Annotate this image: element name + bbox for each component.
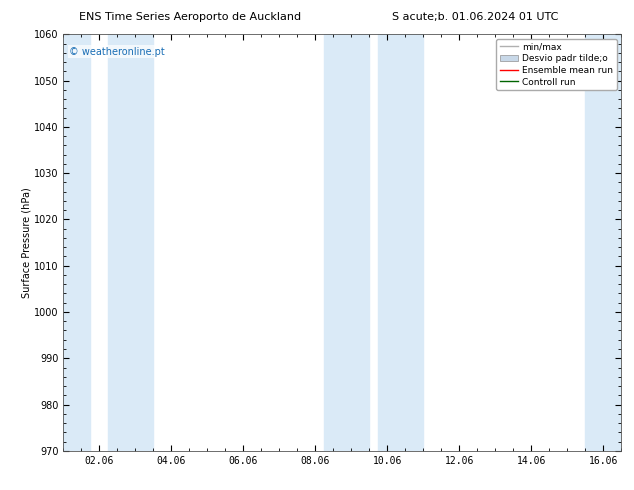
Text: © weatheronline.pt: © weatheronline.pt [69,47,165,57]
Bar [378,34,424,451]
Y-axis label: Surface Pressure (hPa): Surface Pressure (hPa) [21,187,31,298]
Legend: min/max, Desvio padr tilde;o, Ensemble mean run, Controll run: min/max, Desvio padr tilde;o, Ensemble m… [496,39,617,90]
Bar [108,34,153,451]
Bar [325,34,370,451]
Bar [63,34,91,451]
Text: S acute;b. 01.06.2024 01 UTC: S acute;b. 01.06.2024 01 UTC [392,12,559,22]
Text: ENS Time Series Aeroporto de Auckland: ENS Time Series Aeroporto de Auckland [79,12,301,22]
Bar [585,34,621,451]
